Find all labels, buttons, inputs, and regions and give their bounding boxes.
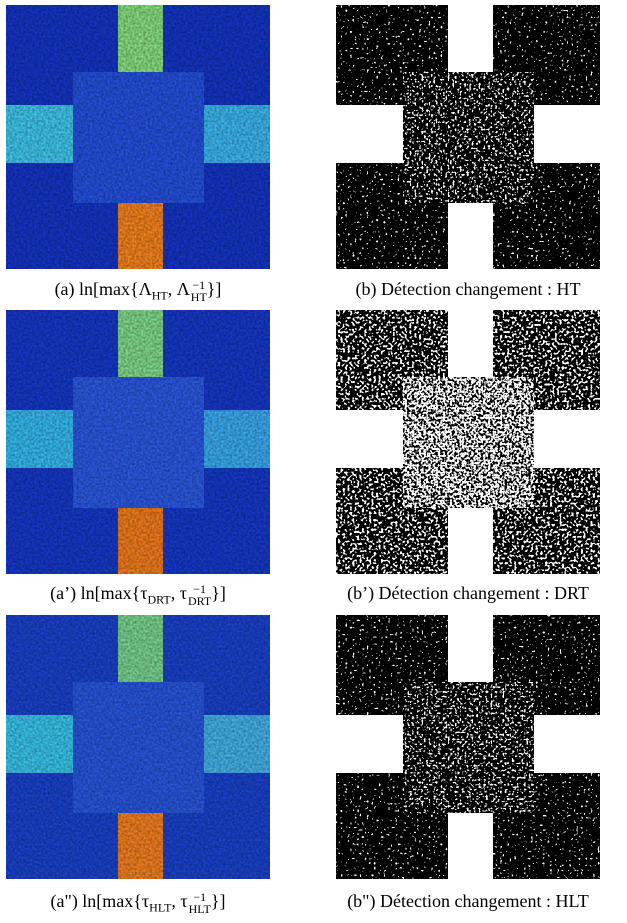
caption-text: (a") ln[max{τ (50, 891, 149, 911)
subscript: HLT (149, 901, 171, 915)
subscript: HLT (189, 903, 211, 915)
caption-text: }] (211, 583, 226, 603)
subscript: HT (191, 291, 207, 303)
caption: (b’) Détection changement : DRT (308, 580, 627, 606)
detection-map (336, 5, 600, 269)
caption: (b") Détection changement : HLT (308, 888, 627, 914)
caption-text: , τ (171, 891, 187, 911)
detection-map (336, 615, 600, 879)
caption-text: (b") Détection changement : HLT (347, 891, 589, 911)
figure: (a) ln[max{ΛHT, Λ−1HT}](b) Détection cha… (0, 0, 627, 923)
ratio-map (6, 615, 270, 879)
caption: (b) Détection changement : HT (308, 276, 627, 302)
caption-text: , τ (171, 583, 187, 603)
caption-text: (b) Détection changement : HT (356, 279, 581, 299)
subscript: HT (152, 289, 168, 303)
caption-text: }] (211, 891, 226, 911)
subscript: DRT (147, 593, 170, 607)
ratio-map (6, 310, 270, 574)
caption-text: , Λ (168, 279, 190, 299)
caption-text: (b’) Détection changement : DRT (347, 583, 589, 603)
subscript: DRT (188, 595, 211, 607)
detection-map (336, 310, 600, 574)
ratio-map (6, 5, 270, 269)
caption-text: (a’) ln[max{τ (50, 583, 147, 603)
caption-text: (a) ln[max{Λ (55, 279, 152, 299)
caption-text: }] (207, 279, 222, 299)
